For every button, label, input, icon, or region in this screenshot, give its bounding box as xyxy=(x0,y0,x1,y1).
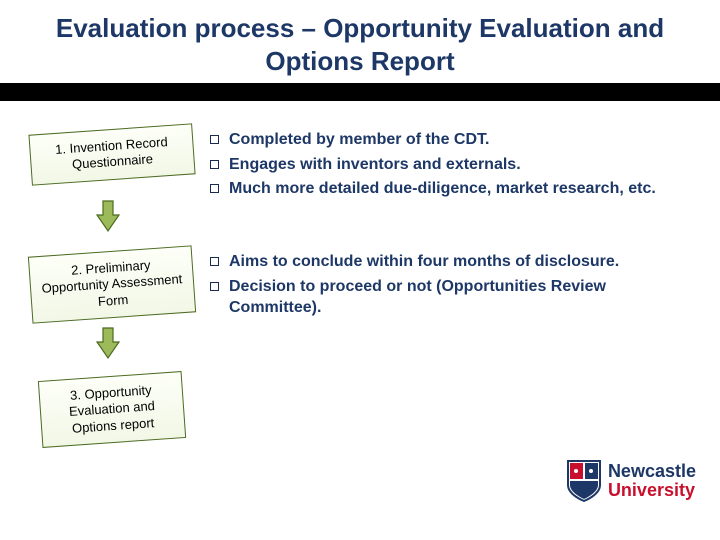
bullet-square-icon xyxy=(210,282,219,291)
bullet-text: Much more detailed due-diligence, market… xyxy=(229,178,656,200)
bullet-text: Aims to conclude within four months of d… xyxy=(229,251,619,273)
bullet-text: Decision to proceed or not (Opportunitie… xyxy=(229,276,700,319)
slide: Evaluation process – Opportunity Evaluat… xyxy=(0,0,720,540)
list-item: Decision to proceed or not (Opportunitie… xyxy=(210,276,700,319)
list-item: Completed by member of the CDT. xyxy=(210,129,700,151)
bullet-square-icon xyxy=(210,160,219,169)
list-item: Much more detailed due-diligence, market… xyxy=(210,178,700,200)
slide-title: Evaluation process – Opportunity Evaluat… xyxy=(0,0,720,83)
bullet-square-icon xyxy=(210,257,219,266)
bullet-list-2: Aims to conclude within four months of d… xyxy=(210,251,700,322)
bullet-square-icon xyxy=(210,184,219,193)
down-arrow-icon xyxy=(95,326,121,360)
content-area: 1. Invention Record Questionnaire 2. Pre… xyxy=(0,101,720,521)
list-item: Engages with inventors and externals. xyxy=(210,154,700,176)
university-logo: Newcastle University xyxy=(566,459,696,503)
bullet-text: Engages with inventors and externals. xyxy=(229,154,521,176)
list-item: Aims to conclude within four months of d… xyxy=(210,251,700,273)
step-box-3: 3. Opportunity Evaluation and Options re… xyxy=(38,371,186,448)
step-box-2: 2. Preliminary Opportunity Assessment Fo… xyxy=(28,245,196,323)
bullet-list-1: Completed by member of the CDT. Engages … xyxy=(210,129,700,203)
step-box-1: 1. Invention Record Questionnaire xyxy=(28,123,195,185)
logo-line1: Newcastle xyxy=(608,462,696,481)
logo-line2: University xyxy=(608,481,696,500)
step-box-3-label: 3. Opportunity Evaluation and Options re… xyxy=(69,382,156,435)
down-arrow-icon xyxy=(95,199,121,233)
shield-icon xyxy=(566,459,602,503)
bullet-text: Completed by member of the CDT. xyxy=(229,129,489,151)
logo-text: Newcastle University xyxy=(608,462,696,500)
bullet-square-icon xyxy=(210,135,219,144)
step-box-2-label: 2. Preliminary Opportunity Assessment Fo… xyxy=(41,257,183,308)
step-box-1-label: 1. Invention Record Questionnaire xyxy=(55,134,169,172)
title-underline-bar xyxy=(0,83,720,101)
